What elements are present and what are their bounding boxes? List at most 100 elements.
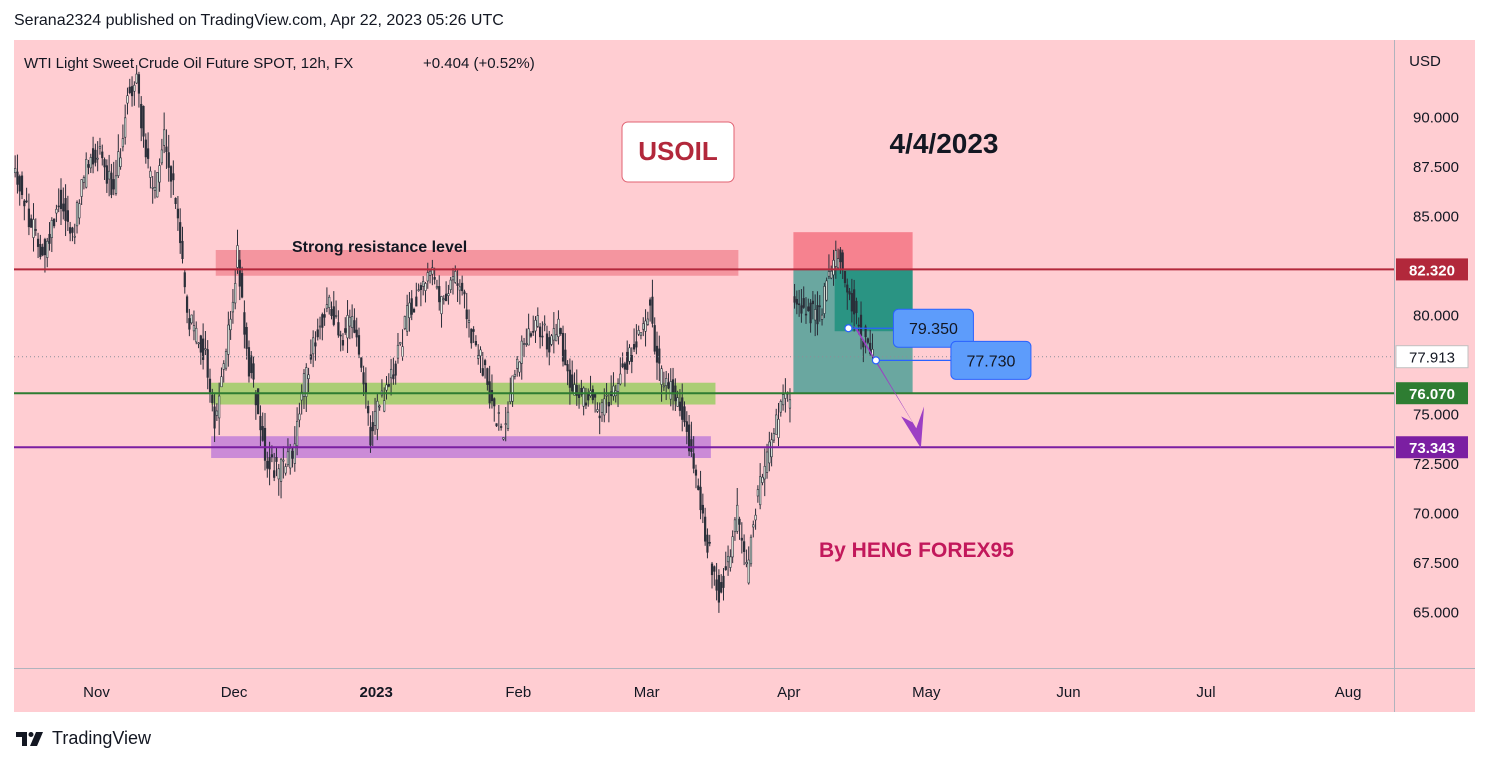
candle-body	[369, 426, 372, 446]
candle-body	[128, 86, 131, 93]
candle-body	[630, 355, 633, 362]
candle-body	[312, 337, 315, 355]
candle-body	[864, 326, 867, 338]
candle-body	[639, 332, 643, 336]
candle-body	[357, 335, 361, 355]
candle-body	[275, 457, 278, 462]
candle-body	[18, 176, 21, 192]
candle-body	[731, 536, 734, 558]
candle-body	[467, 320, 471, 323]
candle-body	[798, 303, 801, 306]
candle-body	[628, 347, 631, 362]
candle-body	[197, 342, 200, 345]
candle-body	[745, 562, 748, 565]
candle-body	[376, 400, 379, 430]
candle-body	[470, 328, 473, 344]
candle-body	[456, 283, 459, 286]
candle-body	[396, 344, 400, 359]
candle-body	[438, 286, 441, 303]
candle-body	[857, 324, 860, 327]
candle-body	[195, 327, 198, 343]
candle-body	[57, 205, 60, 208]
candle-body	[632, 344, 636, 350]
candle-body	[247, 347, 251, 377]
candle-body	[59, 189, 63, 209]
candle-body	[135, 73, 138, 84]
candle-body	[454, 271, 457, 283]
candle-body	[87, 164, 90, 168]
candle-body	[75, 202, 79, 227]
candle-body	[103, 159, 106, 168]
candle-body	[27, 208, 31, 228]
zones-layer	[211, 249, 739, 459]
candle-body	[447, 293, 450, 296]
change-value: +0.404 (+0.52%)	[423, 55, 535, 72]
price-label-dot	[871, 356, 881, 365]
candle-body	[518, 361, 521, 373]
candle-body	[642, 323, 645, 330]
candle-body	[756, 489, 759, 497]
candle-body	[387, 384, 390, 387]
candle-body	[550, 335, 553, 345]
candle-body	[504, 423, 507, 425]
candle-body	[20, 175, 24, 195]
candle-body	[596, 409, 599, 412]
author-label: By HENG FOREX95	[819, 539, 1014, 562]
candle-body	[809, 302, 812, 324]
candle-body	[692, 453, 695, 469]
candle-body	[25, 200, 28, 203]
candle-body	[653, 325, 656, 352]
footer-brand[interactable]: TradingView	[52, 728, 152, 748]
y-tick-label: 85.000	[1413, 208, 1459, 225]
candle-body	[671, 379, 675, 395]
candle-body	[635, 341, 638, 348]
tradingview-logo-icon[interactable]	[16, 730, 46, 748]
candle-body	[71, 227, 74, 233]
candle-body	[461, 282, 464, 292]
candle-body	[754, 514, 757, 521]
candle-body	[181, 240, 184, 259]
candle-body	[394, 363, 397, 376]
candle-body	[169, 166, 173, 182]
candle-body	[442, 298, 445, 301]
candle-body	[749, 536, 753, 565]
candle-body	[46, 240, 49, 258]
candle-body	[403, 316, 406, 330]
candle-body	[211, 394, 214, 404]
candle-body	[655, 345, 659, 363]
candle-body	[137, 74, 141, 94]
footer: TradingView	[16, 728, 151, 749]
candle-body	[167, 152, 170, 168]
candle-body	[101, 151, 104, 159]
candle-body	[158, 165, 161, 183]
candle-body	[644, 320, 647, 332]
ticker-badge: USOIL	[621, 121, 735, 183]
candle-body	[694, 469, 698, 476]
candle-body	[62, 203, 65, 212]
candle-body	[697, 485, 700, 490]
chart-frame[interactable]: 82.320 76.070 73.343 77.913 79.350 77.730 WT…	[14, 40, 1475, 712]
candle-body	[351, 316, 354, 329]
candle-body	[800, 305, 803, 314]
candle-body	[736, 504, 739, 532]
resistance-price-text: 82.320	[1409, 262, 1455, 279]
candle-body	[832, 259, 835, 276]
candle-body	[252, 363, 255, 380]
candle-body	[699, 486, 702, 511]
candle-body	[298, 413, 301, 421]
candle-body	[701, 504, 704, 514]
candle-body	[32, 219, 35, 238]
candle-body	[341, 340, 345, 346]
candle-body	[795, 298, 798, 305]
candle-body	[527, 328, 530, 346]
candle-body	[497, 412, 500, 414]
candle-body	[367, 405, 370, 414]
candle-body	[121, 138, 124, 148]
candle-body	[649, 299, 652, 306]
candle-body	[355, 329, 358, 338]
candle-body	[717, 575, 721, 603]
price-chart[interactable]: 82.320 76.070 73.343 77.913 79.350 77.730 WT…	[14, 40, 1475, 712]
x-tick-label: Nov	[83, 684, 110, 701]
candle-body	[140, 103, 143, 129]
candle-body	[623, 363, 627, 370]
